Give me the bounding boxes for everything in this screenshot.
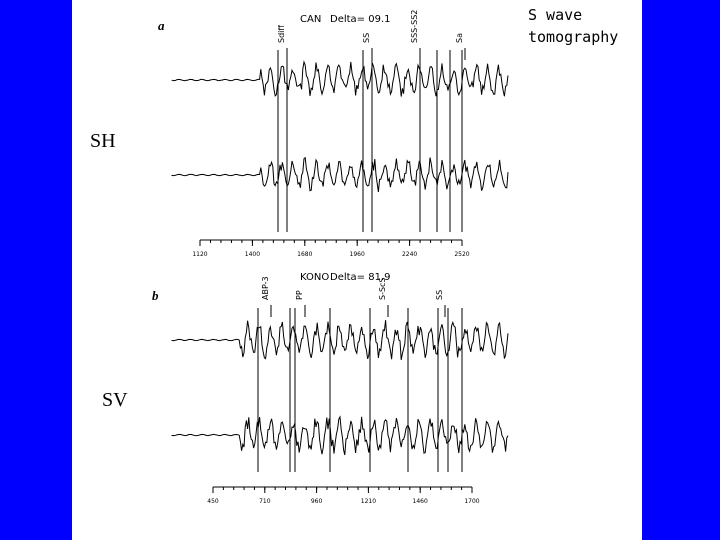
tick-label: 450 <box>207 498 219 505</box>
tick-label: 960 <box>311 498 323 505</box>
delta: Delta= 09.1 <box>330 14 391 25</box>
component-label: SV <box>102 389 128 411</box>
phase-label: SS <box>362 33 371 43</box>
tick-label: 1960 <box>350 251 365 258</box>
tick-label: 1400 <box>245 251 260 258</box>
phase-label: Sa <box>455 33 464 43</box>
station: CAN <box>300 14 321 25</box>
phase-label: SS <box>435 290 444 300</box>
tick-label: 710 <box>259 498 271 505</box>
title-line: tomography <box>528 28 618 46</box>
phase-label: PP <box>295 290 304 300</box>
tick-label: 2240 <box>402 251 417 258</box>
phase-label: Sdiff <box>277 25 286 43</box>
seismograms: Sdiff SS SSS-SS2 Sa 1120 1400 1680 1960 2240 2520… <box>171 10 509 505</box>
tick-label: 1120 <box>192 251 207 258</box>
title-line: S wave <box>528 6 582 24</box>
tick-label: 1210 <box>361 498 376 505</box>
panel-label: b <box>152 288 159 303</box>
tick-label: 1680 <box>297 251 312 258</box>
panel-label: a <box>158 18 165 33</box>
phase-label: SSS-SS2 <box>410 10 419 43</box>
waveform <box>171 156 509 193</box>
phase-label: S-ScS <box>378 277 387 300</box>
component-label: SH <box>90 130 116 152</box>
waveform <box>171 60 509 97</box>
slide-body <box>72 0 642 540</box>
delta: Delta= 81.9 <box>330 272 391 283</box>
tick-label: 2520 <box>454 251 469 258</box>
waveform <box>171 415 509 456</box>
waveform <box>171 320 509 360</box>
station: KONO <box>300 272 329 283</box>
phase-label: ABP-3 <box>261 276 270 300</box>
tick-label: 1700 <box>464 498 479 505</box>
tick-label: 1460 <box>413 498 428 505</box>
